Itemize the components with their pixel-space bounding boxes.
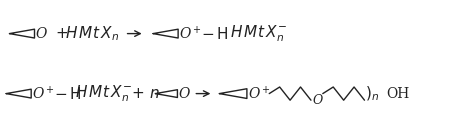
Text: $)_{n}$: $)_{n}$ — [365, 84, 380, 103]
Text: $H\,Mt\,X_{n}$: $H\,Mt\,X_{n}$ — [65, 24, 119, 43]
Text: OH: OH — [386, 87, 409, 101]
Text: $+$: $+$ — [55, 27, 68, 41]
Text: $+$: $+$ — [131, 87, 144, 101]
Text: O$^+$: O$^+$ — [179, 25, 201, 42]
Text: $-\,\mathrm{H}$: $-\,\mathrm{H}$ — [54, 86, 81, 102]
Text: O$^+$: O$^+$ — [248, 85, 271, 102]
Text: O: O — [36, 27, 47, 41]
Text: O$^+$: O$^+$ — [32, 85, 55, 102]
Text: $H\,Mt\,X_{n}^{-}$: $H\,Mt\,X_{n}^{-}$ — [75, 83, 132, 104]
Text: $-\,\mathrm{H}$: $-\,\mathrm{H}$ — [201, 26, 228, 42]
Text: O: O — [178, 87, 190, 101]
Text: $H\,Mt\,X_{n}^{-}$: $H\,Mt\,X_{n}^{-}$ — [230, 23, 287, 44]
Text: $n$: $n$ — [149, 87, 160, 101]
Text: O: O — [312, 94, 323, 107]
